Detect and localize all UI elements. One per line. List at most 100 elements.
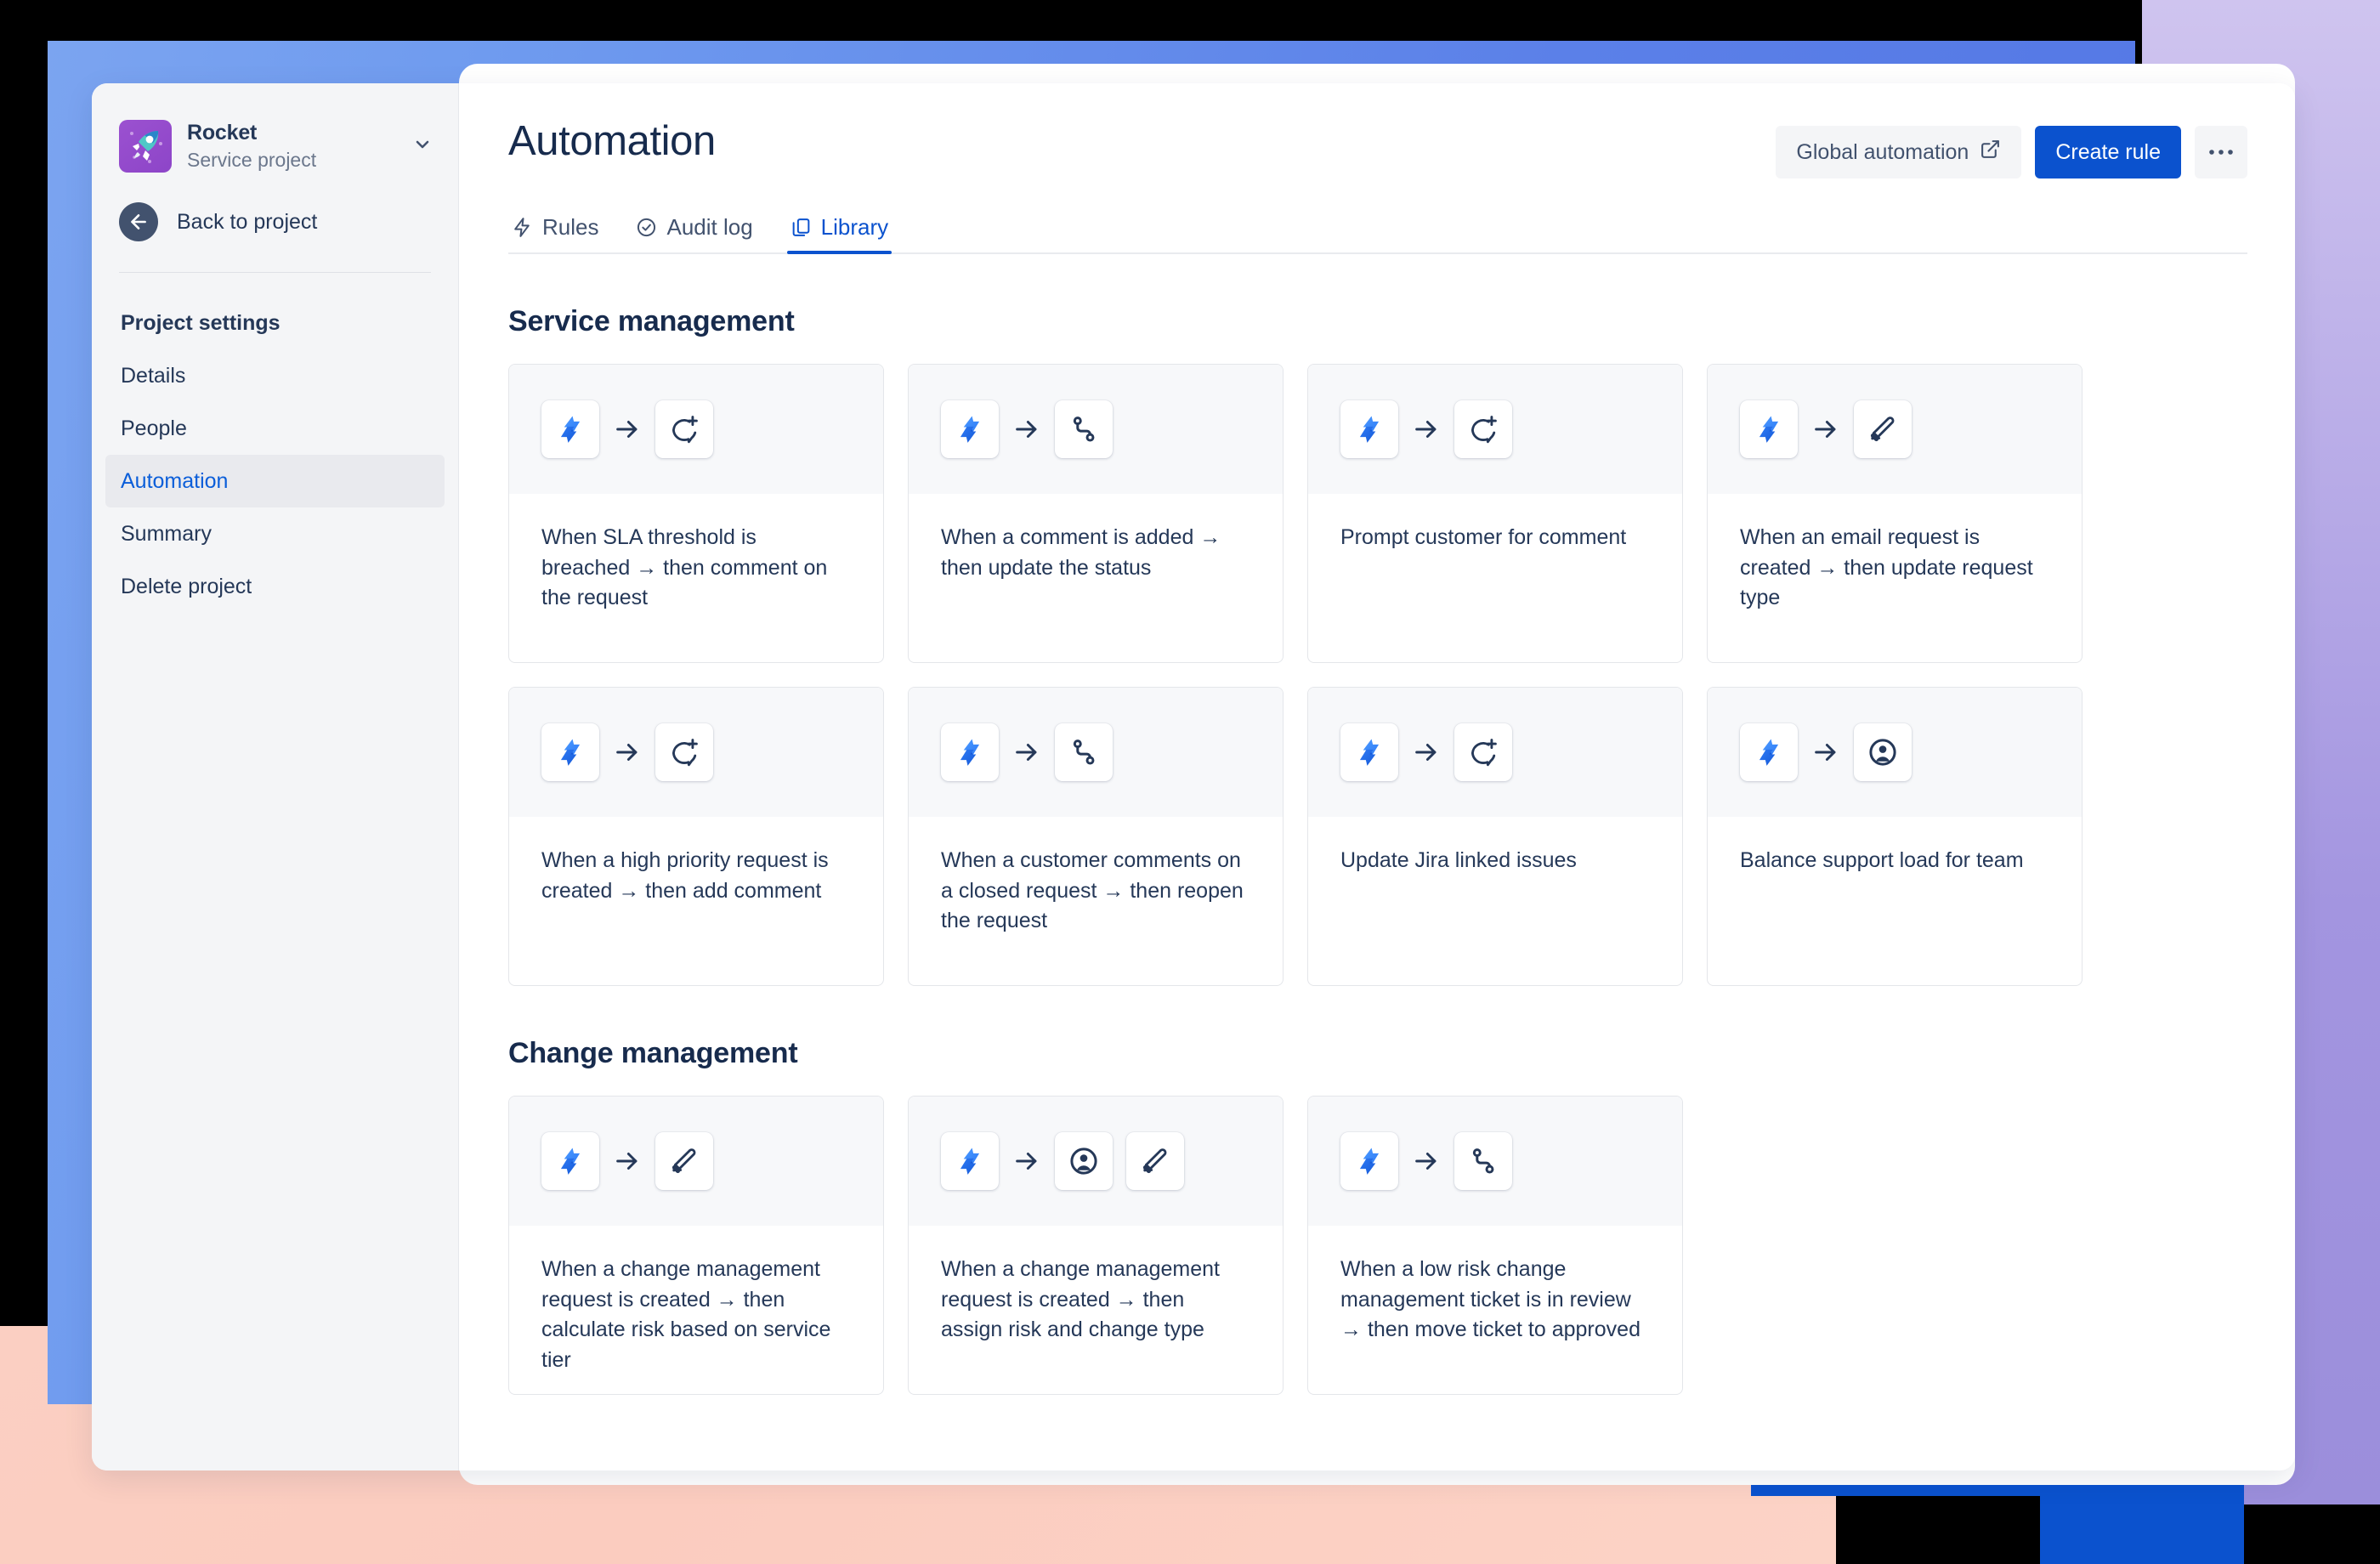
tab-audit-log[interactable]: Audit log [632,214,756,252]
add-comment-icon [655,400,713,458]
arrow-right-icon [1012,1147,1041,1176]
card-description: Prompt customer for comment [1340,525,1627,549]
card-icon-row [1308,688,1682,817]
jira-lightning-icon [541,723,599,781]
jira-lightning-icon [1740,400,1798,458]
project-switcher[interactable]: Rocket Service project [92,110,458,182]
external-link-icon [1980,139,2001,166]
back-to-project-button[interactable]: Back to project [92,190,458,253]
card-grid-service-management: When SLA threshold is breached → then co… [508,364,2247,986]
arrow-right-icon [1012,415,1041,444]
jira-lightning-icon [541,1132,599,1190]
jira-lightning-icon [1340,400,1398,458]
card-icon-row [1308,1096,1682,1226]
card-icon-row [1708,365,2082,494]
arrow-right-icon [1412,415,1441,444]
card-grid-change-management: When a change management request is crea… [508,1096,2247,1395]
automation-template-card[interactable]: Balance support load for team [1707,687,2082,986]
sidebar-item-delete-project[interactable]: Delete project [121,574,252,598]
pencil-icon [655,1132,713,1190]
automation-template-card[interactable]: When a change management request is crea… [508,1096,884,1395]
sidebar-item-details[interactable]: Details [121,363,186,388]
tab-rules[interactable]: Rules [508,214,602,252]
app-window: Rocket Service project Back to project P… [92,83,2295,1470]
jira-lightning-icon [1340,1132,1398,1190]
card-description: Update Jira linked issues [1340,848,1577,872]
check-circle-icon [636,217,657,238]
arrow-right-icon [1811,415,1840,444]
card-icon-row [909,1096,1283,1226]
jira-lightning-icon [1740,723,1798,781]
section-title-service-management: Service management [508,305,795,337]
jira-lightning-icon [541,400,599,458]
person-circle-icon [1055,1132,1113,1190]
automation-template-card[interactable]: When a low risk change management ticket… [1307,1096,1683,1395]
jira-lightning-icon [1340,723,1398,781]
add-comment-icon [1454,723,1512,781]
add-comment-icon [655,723,713,781]
sidebar-divider [119,272,431,273]
sidebar-item-automation[interactable]: Automation [105,455,445,507]
rocket-icon [119,120,172,173]
card-description: When a high priority request is created … [541,848,829,903]
back-to-project-label: Back to project [177,209,318,234]
tab-library-label: Library [820,214,889,240]
pencil-icon [1854,400,1912,458]
automation-template-card[interactable]: Update Jira linked issues [1307,687,1683,986]
automation-template-card[interactable]: When a change management request is crea… [908,1096,1284,1395]
copy-icon [790,217,812,238]
tab-bar: Rules Audit log Library [508,214,2247,254]
tab-rules-label: Rules [542,214,599,240]
page-header: Automation Global automation Create rule [508,118,2247,178]
card-description: When a low risk change management ticket… [1340,1257,1640,1341]
add-comment-icon [1454,400,1512,458]
main-content: Automation Global automation Create rule [459,83,2295,1470]
card-icon-row [909,365,1283,494]
automation-template-card[interactable]: Prompt customer for comment [1307,364,1683,663]
card-icon-row [909,688,1283,817]
sidebar-item-summary[interactable]: Summary [121,521,212,546]
status-transition-icon [1055,400,1113,458]
card-description: When an email request is created → then … [1740,525,2033,609]
tab-library[interactable]: Library [786,214,892,254]
project-name: Rocket [187,120,258,144]
card-description: When a change management request is crea… [941,1257,1220,1341]
card-description: Balance support load for team [1740,848,2024,872]
card-icon-row [509,688,883,817]
card-description: When a comment is added → then update th… [941,525,1221,580]
arrow-right-icon [613,738,642,767]
card-description: When a customer comments on a closed req… [941,848,1244,932]
arrow-right-icon [1412,738,1441,767]
page-title: Automation [508,118,716,164]
create-rule-button[interactable]: Create rule [2035,126,2181,178]
project-type: Service project [187,148,317,171]
status-transition-icon [1454,1132,1512,1190]
arrow-right-icon [1012,738,1041,767]
automation-template-card[interactable]: When a comment is added → then update th… [908,364,1284,663]
sidebar-item-people[interactable]: People [121,416,187,440]
card-icon-row [509,365,883,494]
more-horizontal-icon[interactable] [2195,126,2247,178]
section-title-change-management: Change management [508,1037,798,1069]
card-icon-row [1708,688,2082,817]
jira-lightning-icon [941,1132,999,1190]
global-automation-label: Global automation [1796,139,1969,164]
person-circle-icon [1854,723,1912,781]
lightning-icon [512,217,533,238]
sidebar-item-project-settings[interactable]: Project settings [121,310,280,335]
sidebar: Rocket Service project Back to project P… [92,83,459,1470]
automation-template-card[interactable]: When a high priority request is created … [508,687,884,986]
automation-template-card[interactable]: When an email request is created → then … [1707,364,2082,663]
automation-template-card[interactable]: When SLA threshold is breached → then co… [508,364,884,663]
create-rule-label: Create rule [2055,139,2161,164]
sidebar-nav: Project settings Details People Automati… [92,297,458,613]
card-icon-row [1308,365,1682,494]
chevron-down-icon[interactable] [412,134,438,159]
automation-template-card[interactable]: When a customer comments on a closed req… [908,687,1284,986]
card-description: When a change management request is crea… [541,1257,831,1372]
arrow-right-icon [1811,738,1840,767]
global-automation-button[interactable]: Global automation [1776,126,2022,178]
jira-lightning-icon [941,400,999,458]
jira-lightning-icon [941,723,999,781]
